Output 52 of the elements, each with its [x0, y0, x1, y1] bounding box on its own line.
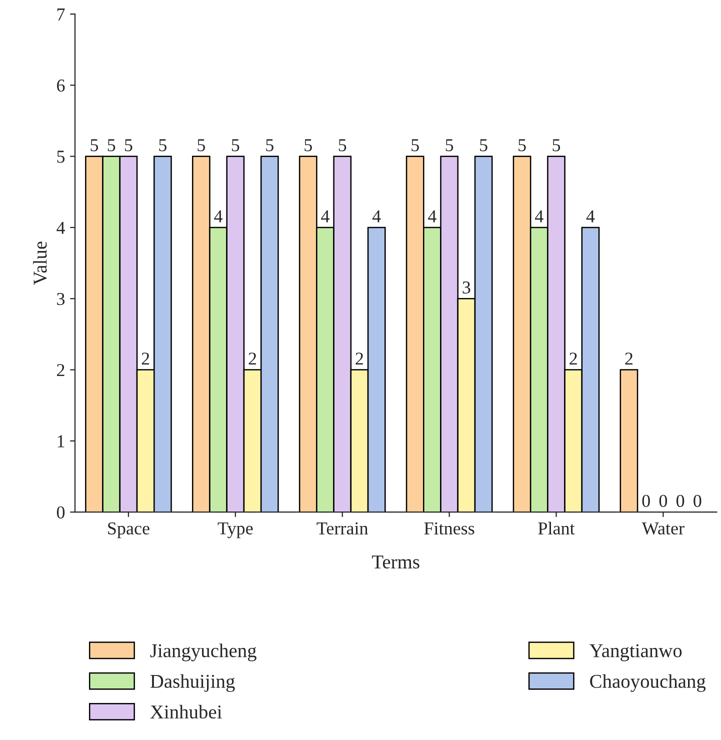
data-label: 4: [428, 210, 436, 222]
bar: [620, 369, 638, 512]
data-label: 5: [446, 139, 454, 152]
y-tick-label: 1: [58, 435, 64, 448]
data-label: 5: [552, 139, 560, 152]
y-tick-label: 5: [57, 150, 65, 163]
data-label: 5: [159, 139, 166, 152]
legend-label: Dashuijing: [150, 674, 235, 692]
y-axis-title: Value: [33, 242, 47, 285]
y-tick-label: 6: [57, 80, 65, 92]
x-tick-label: Terrain: [316, 522, 368, 535]
y-tick-label: 0: [56, 506, 65, 519]
data-label: 4: [372, 210, 381, 222]
data-label: 2: [248, 352, 256, 365]
legend-label: Jiangyucheng: [150, 644, 256, 662]
data-label: 2: [570, 352, 577, 365]
data-label: 5: [480, 139, 488, 152]
data-label: 5: [338, 139, 346, 152]
data-label: 2: [142, 352, 150, 365]
data-label: 5: [266, 139, 274, 152]
data-label: 0: [694, 494, 702, 508]
data-label: 0: [676, 494, 684, 508]
data-label: 2: [356, 352, 363, 365]
data-label: 0: [659, 494, 668, 508]
legend-label: Chaoyouchang: [590, 674, 706, 692]
legend-label: Yangtianwo: [590, 644, 682, 662]
y-tick-label: 3: [57, 292, 65, 306]
y-tick-label: 2: [57, 364, 64, 376]
data-label: 4: [214, 210, 223, 222]
data-label: 5: [90, 139, 98, 152]
data-label: 3: [462, 281, 470, 294]
legend-label: Xinhubei: [150, 704, 222, 719]
data-label: 4: [534, 210, 544, 222]
x-tick-label: Type: [218, 522, 253, 538]
x-tick-label: Water: [642, 522, 684, 535]
data-label: 5: [108, 139, 116, 152]
data-label: 5: [304, 139, 312, 152]
data-label: 5: [412, 139, 419, 152]
data-label: 4: [321, 210, 330, 222]
x-tick-label: Space: [108, 522, 150, 538]
x-tick-label: Plant: [538, 522, 575, 535]
data-label: 2: [625, 352, 632, 365]
y-tick-label: 7: [57, 8, 65, 20]
data-label: 5: [124, 139, 132, 152]
data-label: 4: [586, 210, 595, 222]
x-tick-label: Fitness: [424, 522, 474, 535]
data-label: 5: [518, 139, 526, 152]
y-tick-label: 4: [56, 222, 65, 234]
data-label: 5: [232, 139, 240, 152]
data-label: 0: [642, 494, 650, 508]
x-axis-title: Terms: [372, 556, 420, 569]
data-label: 5: [198, 139, 205, 152]
